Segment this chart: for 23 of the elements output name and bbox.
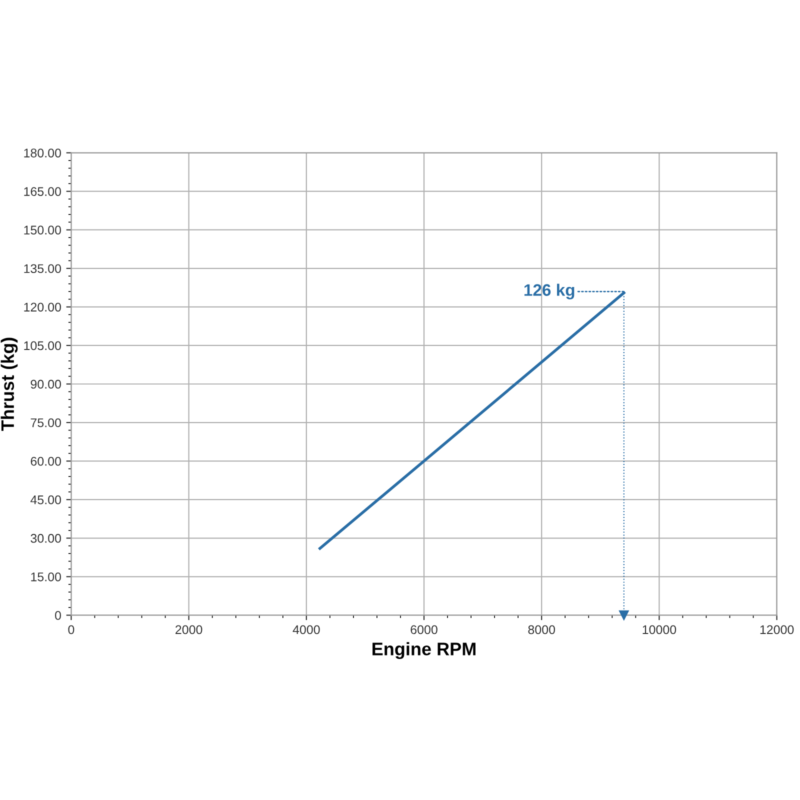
x-axis-title: Engine RPM — [372, 642, 476, 660]
y-tick-label: 90.00 — [30, 380, 61, 389]
y-axis-title: Thrust (kg) — [0, 338, 18, 431]
x-tick-label: 12000 — [760, 625, 794, 634]
y-tick-label: 135.00 — [24, 264, 61, 274]
y-tick-label: 30.00 — [30, 534, 61, 543]
x-tick-label: 8000 — [528, 625, 556, 634]
y-tick-label: 75.00 — [30, 418, 61, 428]
annotation: 126 kg — [524, 284, 574, 300]
y-tick-label: 0 — [55, 611, 61, 620]
x-tick-label: 4000 — [292, 625, 320, 634]
y-tick-label: 60.00 — [30, 456, 61, 466]
y-tick-label: 120.00 — [24, 302, 61, 312]
x-tick-label: 10000 — [642, 625, 676, 634]
x-tick-label: 2000 — [176, 625, 202, 634]
y-tick-label: 165.00 — [24, 187, 61, 196]
x-tick-label: 6000 — [410, 625, 438, 634]
y-tick-label: 150.00 — [24, 226, 61, 235]
x-tick-label: 0 — [68, 625, 74, 634]
y-tick-label: 15.00 — [31, 572, 61, 582]
y-tick-label: 45.00 — [30, 495, 61, 504]
y-tick-label: 105.00 — [24, 341, 61, 350]
y-tick-label: 180.00 — [24, 148, 61, 158]
